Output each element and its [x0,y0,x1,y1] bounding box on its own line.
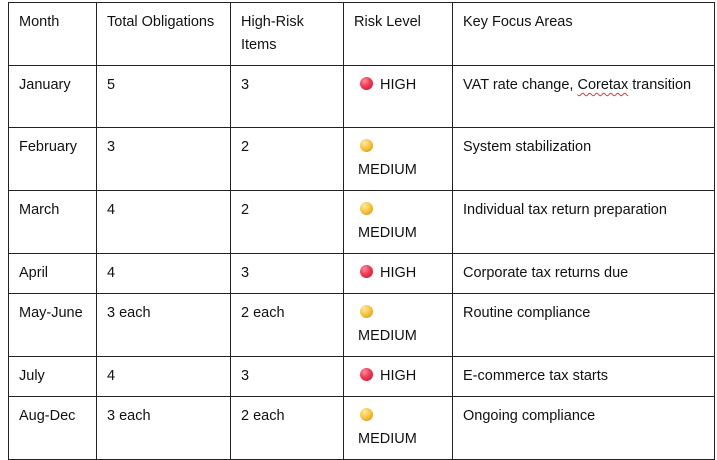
red-circle-icon [360,77,373,90]
cell-key-focus-areas: Ongoing compliance [452,396,715,460]
cell-high-risk-items: 2 each [230,396,344,460]
tax-risk-table: Month Total Obligations High-Risk Items … [8,2,715,460]
table-row: March 4 2 MEDIUM Individual tax return p… [8,190,715,254]
red-circle-icon [360,368,373,381]
header-risk-level: Risk Level [343,2,453,66]
cell-risk-level: MEDIUM [343,396,453,460]
cell-total-obligations: 3 [96,127,231,191]
cell-key-focus-areas: Individual tax return preparation [452,190,715,254]
table-row: July 4 3 HIGH E-commerce tax starts [8,356,715,397]
yellow-circle-icon [360,408,373,421]
cell-high-risk-items: 2 [230,127,344,191]
cell-risk-level: MEDIUM [343,127,453,191]
cell-month: January [8,65,97,128]
cell-total-obligations: 5 [96,65,231,128]
table-row: January 5 3 HIGH VAT rate change, Coreta… [8,65,715,128]
cell-key-focus-areas: VAT rate change, Coretax transition [452,65,715,128]
header-key-focus-areas: Key Focus Areas [452,2,715,66]
table-row: April 4 3 HIGH Corporate tax returns due [8,253,715,294]
cell-month: July [8,356,97,397]
cell-key-focus-areas: System stabilization [452,127,715,191]
yellow-circle-icon [360,202,373,215]
cell-high-risk-items: 3 [230,253,344,294]
cell-total-obligations: 4 [96,253,231,294]
table-row: May-June 3 each 2 each MEDIUM Routine co… [8,293,715,357]
risk-level-label: MEDIUM [358,431,417,447]
cell-month: March [8,190,97,254]
cell-month: February [8,127,97,191]
cell-risk-level: MEDIUM [343,293,453,357]
risk-level-label: MEDIUM [358,162,417,178]
cell-high-risk-items: 3 [230,65,344,128]
cell-total-obligations: 4 [96,356,231,397]
risk-level-label: HIGH [380,77,417,93]
focus-text: transition [628,77,692,93]
cell-risk-level: HIGH [343,65,453,128]
cell-key-focus-areas: E-commerce tax starts [452,356,715,397]
cell-month: Aug-Dec [8,396,97,460]
cell-high-risk-items: 2 each [230,293,344,357]
cell-month: May-June [8,293,97,357]
cell-risk-level: HIGH [343,356,453,397]
yellow-circle-icon [360,139,373,152]
cell-risk-level: HIGH [343,253,453,294]
cell-total-obligations: 3 each [96,293,231,357]
header-month: Month [8,2,97,66]
cell-month: April [8,253,97,294]
red-circle-icon [360,265,373,278]
risk-level-label: MEDIUM [358,225,417,241]
focus-text-misspelled: Coretax [577,77,629,93]
cell-key-focus-areas: Routine compliance [452,293,715,357]
cell-high-risk-items: 2 [230,190,344,254]
risk-level-label: MEDIUM [358,328,417,344]
cell-total-obligations: 4 [96,190,231,254]
table-row: Aug-Dec 3 each 2 each MEDIUM Ongoing com… [8,396,715,460]
header-high-risk-items: High-Risk Items [230,2,344,66]
cell-key-focus-areas: Corporate tax returns due [452,253,715,294]
risk-level-label: HIGH [380,368,417,384]
risk-level-label: HIGH [380,265,417,281]
cell-risk-level: MEDIUM [343,190,453,254]
header-total-obligations: Total Obligations [96,2,231,66]
table-row: February 3 2 MEDIUM System stabilization [8,127,715,191]
yellow-circle-icon [360,305,373,318]
focus-text: VAT rate change, [463,77,578,93]
cell-total-obligations: 3 each [96,396,231,460]
table-header-row: Month Total Obligations High-Risk Items … [8,2,715,66]
cell-high-risk-items: 3 [230,356,344,397]
